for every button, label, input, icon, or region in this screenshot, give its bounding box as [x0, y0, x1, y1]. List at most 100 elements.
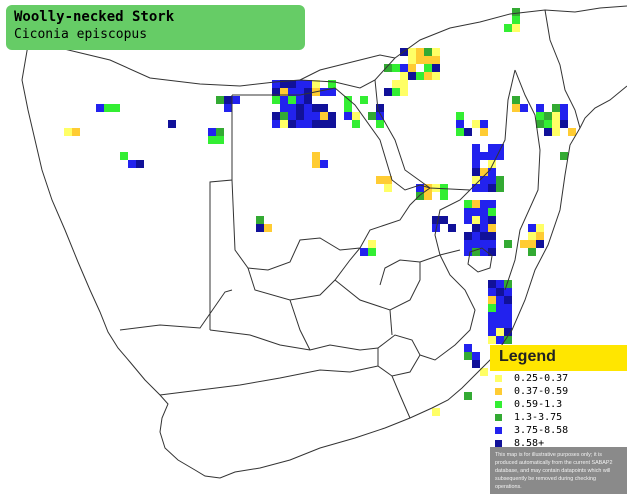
record-cell — [504, 296, 512, 304]
record-cell — [472, 200, 480, 208]
record-cell — [296, 104, 304, 112]
record-cell — [496, 336, 504, 344]
legend-swatch — [495, 414, 502, 421]
record-cell — [328, 112, 336, 120]
record-cell — [464, 392, 472, 400]
record-cell — [464, 248, 472, 256]
eswatini — [467, 247, 493, 273]
species-scientific-name: Ciconia episcopus — [14, 27, 148, 42]
record-cell — [520, 104, 528, 112]
legend-item: 0.59-1.3 — [490, 398, 627, 411]
record-cell — [344, 112, 352, 120]
species-title-box: Woolly-necked Stork Ciconia episcopus — [6, 5, 305, 50]
province-border-2 — [334, 249, 461, 311]
record-cell — [272, 120, 280, 128]
record-cell — [232, 96, 240, 104]
record-cell — [312, 120, 320, 128]
record-cell — [488, 232, 496, 240]
legend-title: Legend — [499, 348, 556, 365]
record-cell — [432, 64, 440, 72]
record-cell — [480, 184, 488, 192]
record-cell — [472, 160, 480, 168]
legend-swatch — [495, 440, 502, 447]
record-cell — [456, 128, 464, 136]
record-cell — [480, 368, 488, 376]
legend-items: 0.25-0.37 0.37-0.59 0.59-1.3 1.3-3.75 3.… — [490, 372, 627, 450]
record-cell — [544, 128, 552, 136]
legend-item: 0.37-0.59 — [490, 385, 627, 398]
record-cell — [352, 120, 360, 128]
record-cell — [472, 144, 480, 152]
record-cell — [496, 144, 504, 152]
record-cell — [296, 112, 304, 120]
record-cells — [64, 8, 576, 416]
record-cell — [400, 64, 408, 72]
record-cell — [208, 136, 216, 144]
record-cell — [384, 88, 392, 96]
record-cell — [296, 120, 304, 128]
record-cell — [424, 48, 432, 56]
record-cell — [344, 104, 352, 112]
record-cell — [320, 160, 328, 168]
record-cell — [488, 184, 496, 192]
record-cell — [432, 216, 440, 224]
record-cell — [328, 120, 336, 128]
legend-swatch — [495, 375, 502, 382]
record-cell — [384, 184, 392, 192]
record-cell — [320, 112, 328, 120]
legend-label: 0.59-1.3 — [514, 399, 563, 410]
legend-item: 8.58+ — [490, 437, 627, 450]
record-cell — [496, 176, 504, 184]
record-cell — [536, 112, 544, 120]
disclaimer-box: This map is for illustrative purposes on… — [490, 447, 627, 494]
record-cell — [488, 208, 496, 216]
record-cell — [464, 352, 472, 360]
record-cell — [488, 288, 496, 296]
botswana-border — [334, 87, 431, 191]
record-cell — [136, 160, 144, 168]
record-cell — [488, 336, 496, 344]
record-cell — [440, 192, 448, 200]
record-cell — [312, 160, 320, 168]
record-cell — [488, 160, 496, 168]
record-cell — [344, 96, 352, 104]
record-cell — [104, 104, 112, 112]
record-cell — [552, 104, 560, 112]
record-cell — [256, 224, 264, 232]
record-cell — [432, 48, 440, 56]
record-cell — [480, 200, 488, 208]
record-cell — [304, 80, 312, 88]
record-cell — [96, 104, 104, 112]
record-cell — [384, 176, 392, 184]
legend-item: 0.25-0.37 — [490, 372, 627, 385]
record-cell — [536, 120, 544, 128]
record-cell — [536, 240, 544, 248]
province-border-10 — [434, 189, 471, 256]
record-cell — [320, 120, 328, 128]
record-cell — [408, 56, 416, 64]
record-cell — [432, 56, 440, 64]
record-cell — [480, 208, 488, 216]
record-cell — [488, 320, 496, 328]
record-cell — [488, 200, 496, 208]
record-cell — [304, 104, 312, 112]
record-cell — [552, 120, 560, 128]
record-cell — [392, 80, 400, 88]
record-cell — [528, 224, 536, 232]
record-cell — [424, 184, 432, 192]
record-cell — [360, 96, 368, 104]
record-cell — [496, 152, 504, 160]
record-cell — [360, 248, 368, 256]
legend-item: 3.75-8.58 — [490, 424, 627, 437]
record-cell — [280, 88, 288, 96]
province-border-7 — [289, 299, 311, 351]
record-cell — [488, 152, 496, 160]
record-cell — [448, 224, 456, 232]
record-cell — [504, 240, 512, 248]
record-cell — [120, 152, 128, 160]
record-cell — [504, 328, 512, 336]
record-cell — [376, 104, 384, 112]
record-cell — [376, 120, 384, 128]
record-cell — [488, 296, 496, 304]
